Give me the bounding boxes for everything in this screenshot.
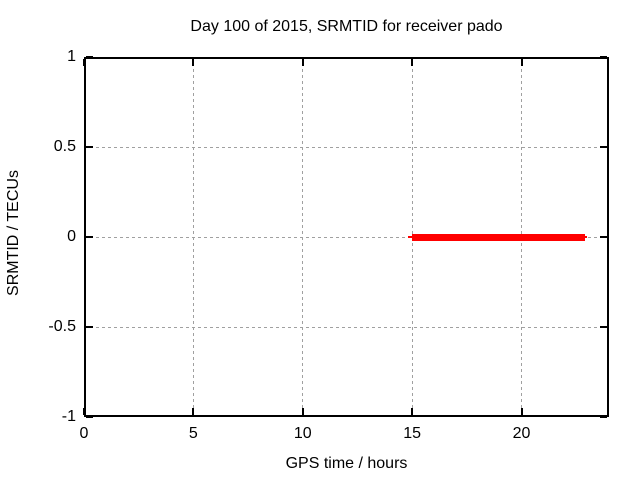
tick-mark-top <box>301 59 304 66</box>
tick-mark-right <box>600 146 607 148</box>
tick-mark-right <box>600 56 607 58</box>
tick-mark-top <box>520 59 523 66</box>
tick-mark-right <box>600 236 607 238</box>
data-line <box>412 233 585 241</box>
y-tick-label: 0.5 <box>53 138 76 155</box>
gridline-horizontal <box>84 236 609 238</box>
tick-mark-top <box>192 59 195 66</box>
gridline-horizontal <box>84 326 609 328</box>
tick-mark-left <box>86 326 93 328</box>
tick-mark-right <box>600 326 607 328</box>
x-tick-label: 5 <box>188 425 198 442</box>
x-axis-label: GPS time / hours <box>285 455 408 472</box>
tick-mark-top <box>83 59 85 66</box>
tick-mark-bottom <box>83 408 85 415</box>
x-tick-label: 20 <box>512 425 531 442</box>
y-tick-label: -1 <box>61 408 76 425</box>
plot-border <box>84 57 609 417</box>
tick-mark-left <box>86 56 93 58</box>
tick-mark-bottom <box>192 408 195 415</box>
x-tick-label: 0 <box>79 425 89 442</box>
x-tick-label: 15 <box>403 425 422 442</box>
chart-title: Day 100 of 2015, SRMTID for receiver pad… <box>190 18 503 35</box>
tick-mark-left <box>86 146 93 148</box>
x-tick-label: 10 <box>293 425 312 442</box>
tick-mark-bottom <box>411 408 414 415</box>
tick-mark-left <box>86 416 93 418</box>
tick-mark-top <box>411 59 414 66</box>
tick-mark-bottom <box>520 408 523 415</box>
tick-mark-bottom <box>301 408 304 415</box>
y-tick-label: 1 <box>67 48 76 65</box>
tick-mark-left <box>86 236 93 238</box>
gridline-horizontal <box>84 146 609 148</box>
y-tick-label: 0 <box>67 228 76 245</box>
tick-mark-right <box>600 416 607 418</box>
y-tick-label: -0.5 <box>48 318 76 335</box>
